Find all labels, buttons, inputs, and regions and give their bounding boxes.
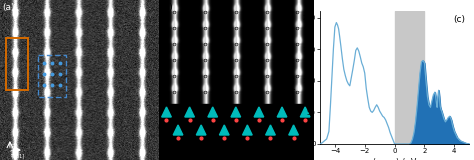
Text: [001]: [001]: [12, 153, 25, 158]
X-axis label: ($\epsilon - \epsilon_F$) / eV: ($\epsilon - \epsilon_F$) / eV: [372, 157, 418, 160]
Polygon shape: [301, 107, 310, 117]
Polygon shape: [277, 107, 287, 117]
Polygon shape: [243, 125, 252, 135]
Polygon shape: [254, 107, 264, 117]
Polygon shape: [162, 107, 171, 117]
Text: (c): (c): [453, 15, 465, 24]
Bar: [38, 55, 65, 97]
Polygon shape: [265, 125, 275, 135]
Polygon shape: [231, 107, 241, 117]
Polygon shape: [185, 107, 194, 117]
Bar: [394, 11, 424, 144]
Text: (b): (b): [161, 3, 173, 12]
Y-axis label: DOS / eV$^{-1}$ uc$^{-1}$: DOS / eV$^{-1}$ uc$^{-1}$: [287, 49, 300, 107]
Bar: [6, 38, 28, 90]
Polygon shape: [196, 125, 206, 135]
Polygon shape: [173, 125, 183, 135]
Polygon shape: [208, 107, 218, 117]
Polygon shape: [289, 125, 299, 135]
Text: (a): (a): [2, 3, 15, 12]
Text: [1$\bar{1}$0]: [1$\bar{1}$0]: [11, 142, 20, 157]
Polygon shape: [219, 125, 229, 135]
